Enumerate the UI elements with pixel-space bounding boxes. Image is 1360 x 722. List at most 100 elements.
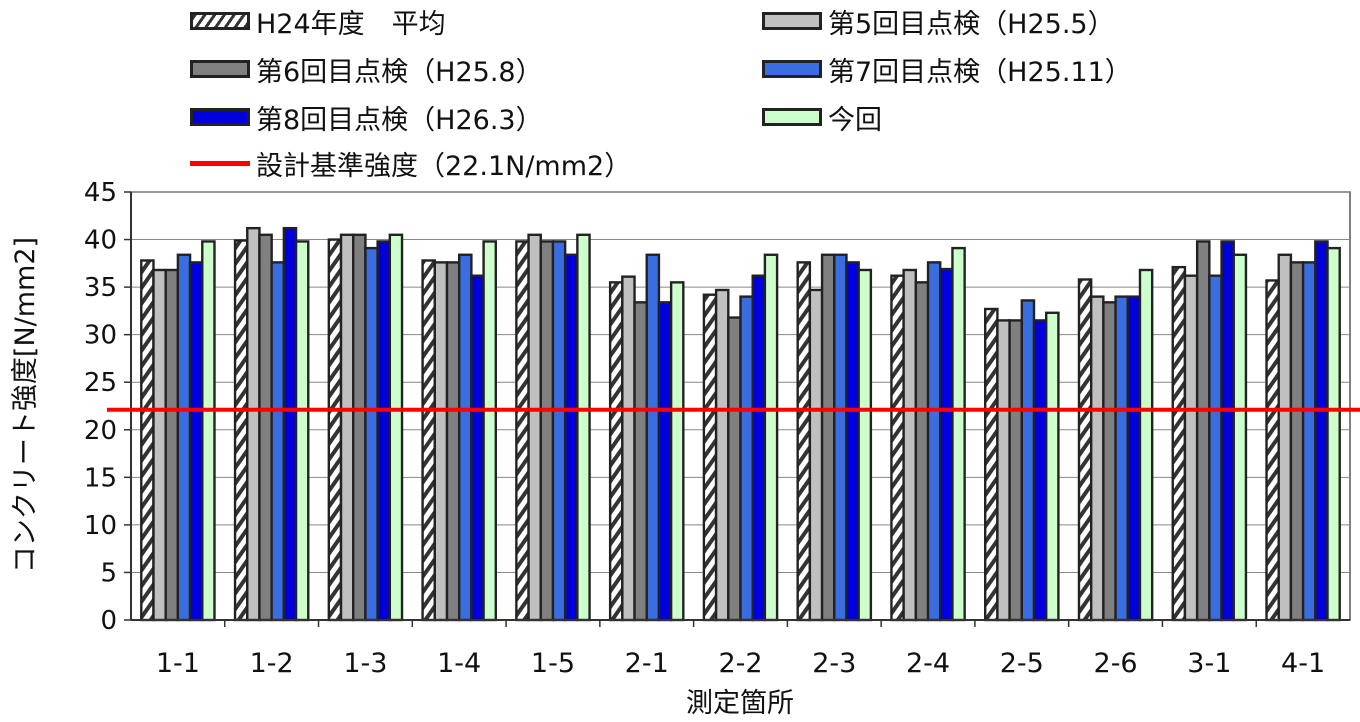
legend-swatch-current <box>762 108 822 126</box>
bar-2-6-s2 <box>1102 301 1117 622</box>
bar-2-3-s4 <box>845 261 860 622</box>
y-tick-label: 30 <box>84 321 117 351</box>
x-tick-label: 1-4 <box>437 648 481 679</box>
bar-2-5-s3 <box>1020 299 1036 622</box>
bar-2-5-s5 <box>1045 311 1060 622</box>
y-tick-label: 35 <box>84 273 117 303</box>
bar-1-2-s0 <box>233 239 249 622</box>
axes: 0 5 10 15 20 25 30 35 40 45 1-1 1-2 1-3 1-4 1-5 2-1 2-2 2… <box>84 178 1350 679</box>
legend-line-reference <box>190 160 250 166</box>
legend-label-current: 今回 <box>828 104 882 136</box>
x-tick-label: 2-1 <box>625 648 669 679</box>
bar-1-3-s5 <box>388 233 404 622</box>
bar-2-6-s0 <box>1077 278 1093 622</box>
bar-2-2-s0 <box>702 293 718 622</box>
x-tick-label: 2-4 <box>906 648 950 679</box>
bar-3-1-s4 <box>1220 240 1235 622</box>
bar-4-1-s1 <box>1277 253 1293 622</box>
bar-2-3-s3 <box>833 253 848 622</box>
bar-1-3-s3 <box>364 246 379 622</box>
legend-label-8th: 第8回目点検（H26.3） <box>256 104 543 136</box>
legend-label-5th: 第5回目点検（H25.5） <box>828 8 1115 40</box>
y-tick-label: 0 <box>100 606 117 636</box>
x-tick-label: 3-1 <box>1187 648 1231 679</box>
x-tick-label: 1-2 <box>250 648 294 679</box>
bar-2-4-s0 <box>890 274 905 622</box>
bar-4-1-s5 <box>1326 246 1341 622</box>
x-tick-label: 1-3 <box>343 648 387 679</box>
legend-item-6th: 第6回目点検（H25.8） <box>190 52 543 88</box>
bar-2-1-s5 <box>669 281 685 622</box>
x-tick-label: 2-5 <box>1000 648 1044 679</box>
x-axis-title: 測定箇所 <box>686 688 794 719</box>
x-tick-label: 1-5 <box>531 648 575 679</box>
bar-2-6-s3 <box>1114 295 1129 622</box>
bars <box>140 226 1341 622</box>
bar-1-2-s5 <box>294 240 310 622</box>
bar-2-5-s1 <box>996 319 1011 622</box>
bar-3-1-s2 <box>1195 240 1211 622</box>
bar-1-2-s4 <box>282 226 298 622</box>
y-tick-label: 15 <box>84 463 117 493</box>
bar-1-1-s5 <box>201 240 216 622</box>
bar-1-5-s3 <box>551 240 567 622</box>
legend-item-7th: 第7回目点検（H25.11） <box>762 52 1132 88</box>
bar-3-1-s0 <box>1171 265 1187 622</box>
bar-2-4-s2 <box>914 281 930 622</box>
bar-2-6-s4 <box>1126 295 1142 622</box>
bar-4-1-s2 <box>1289 261 1305 622</box>
legend: H24年度 平均 第5回目点検（H25.5） 第6回目点検（H25.8） 第7回… <box>0 0 1360 190</box>
legend-item-reference: 設計基準強度（22.1N/mm2） <box>190 146 632 182</box>
bar-1-4-s1 <box>433 261 449 622</box>
y-tick-label: 20 <box>84 416 117 446</box>
legend-item-current: 今回 <box>762 100 882 136</box>
bar-1-5-s4 <box>563 253 579 622</box>
bar-2-2-s5 <box>763 253 779 622</box>
bar-2-6-s5 <box>1138 268 1154 622</box>
legend-swatch-h24 <box>190 12 250 30</box>
bar-1-4-s4 <box>470 274 485 622</box>
bar-1-1-s1 <box>152 268 167 622</box>
bar-2-4-s1 <box>902 268 918 622</box>
bar-1-2-s3 <box>270 261 286 622</box>
bar-3-1-s5 <box>1232 253 1248 622</box>
bar-2-2-s1 <box>714 288 730 622</box>
bar-4-1-s0 <box>1265 279 1280 622</box>
bar-1-3-s4 <box>376 240 392 622</box>
bar-2-3-s2 <box>820 253 836 622</box>
bar-1-3-s2 <box>352 233 367 622</box>
bar-4-1-s3 <box>1301 261 1317 622</box>
bar-2-4-s5 <box>951 246 966 622</box>
legend-swatch-6th <box>190 60 250 78</box>
x-tick-label: 2-6 <box>1094 648 1138 679</box>
bar-1-3-s1 <box>339 233 355 622</box>
bar-2-4-s3 <box>926 261 942 622</box>
legend-label-h24: H24年度 平均 <box>256 8 446 40</box>
bar-2-3-s0 <box>796 261 812 622</box>
bar-2-1-s0 <box>608 281 624 622</box>
bar-3-1-s1 <box>1183 274 1199 622</box>
bar-1-4-s2 <box>445 261 461 622</box>
x-tick-label: 4-1 <box>1281 648 1325 679</box>
bar-2-5-s4 <box>1032 319 1048 622</box>
bar-1-1-s4 <box>188 261 204 622</box>
legend-swatch-8th <box>190 108 250 126</box>
bar-2-5-s2 <box>1008 319 1024 622</box>
x-tick-label: 2-2 <box>718 648 762 679</box>
legend-item-h24: H24年度 平均 <box>190 4 446 40</box>
bar-1-4-s5 <box>482 240 497 622</box>
bar-1-5-s1 <box>527 233 542 622</box>
bar-2-6-s1 <box>1089 295 1105 622</box>
bar-1-4-s3 <box>457 253 473 622</box>
bar-2-4-s4 <box>939 267 954 622</box>
y-axis-title: コンクリート強度[N/mm2] <box>10 237 41 573</box>
bar-1-1-s3 <box>176 253 192 622</box>
bar-1-2-s2 <box>258 233 273 622</box>
bar-2-3-s5 <box>857 268 873 622</box>
y-tick-label: 10 <box>84 511 117 541</box>
x-tick-label: 1-1 <box>156 648 200 679</box>
x-tick-label: 2-3 <box>812 648 856 679</box>
legend-label-reference: 設計基準強度（22.1N/mm2） <box>256 150 632 182</box>
bar-2-5-s0 <box>984 307 999 622</box>
bar-1-1-s0 <box>140 259 155 622</box>
